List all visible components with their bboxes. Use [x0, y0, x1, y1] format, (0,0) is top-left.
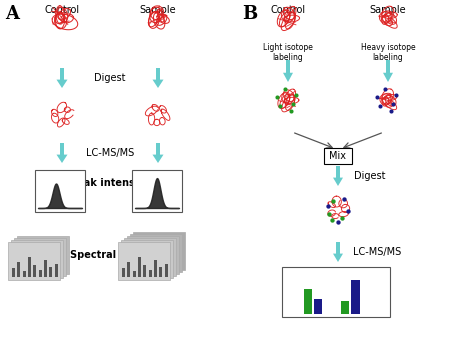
Polygon shape [383, 73, 393, 82]
Polygon shape [283, 73, 293, 82]
Text: LC-MS/MS: LC-MS/MS [353, 247, 401, 257]
Polygon shape [60, 143, 64, 155]
Polygon shape [153, 155, 164, 163]
Polygon shape [60, 68, 64, 80]
Bar [282, 267, 390, 317]
Bar [118, 242, 170, 280]
Text: Digest: Digest [94, 73, 126, 83]
Text: LC-MS/MS: LC-MS/MS [86, 148, 134, 158]
Polygon shape [333, 254, 343, 262]
Bar [11, 240, 63, 278]
Text: Heavy isotope
labeling: Heavy isotope labeling [361, 43, 415, 62]
Polygon shape [333, 178, 343, 186]
Text: Peak intensity: Peak intensity [70, 178, 150, 188]
Polygon shape [304, 289, 312, 314]
Polygon shape [56, 155, 67, 163]
Text: A: A [5, 5, 19, 23]
Polygon shape [286, 60, 290, 73]
Polygon shape [337, 166, 339, 178]
Text: Sample: Sample [370, 5, 406, 15]
Text: Light isotope
labeling: Light isotope labeling [263, 43, 313, 62]
Polygon shape [156, 143, 160, 155]
Polygon shape [386, 60, 390, 73]
Text: Digest: Digest [354, 171, 385, 181]
Polygon shape [153, 80, 164, 88]
Bar [121, 240, 173, 278]
Bar [132, 170, 182, 212]
Bar [17, 236, 69, 274]
Bar [8, 242, 60, 280]
Bar [124, 238, 176, 276]
Polygon shape [337, 242, 339, 254]
Text: Control: Control [271, 5, 306, 15]
Polygon shape [56, 80, 67, 88]
Bar [14, 238, 66, 276]
Text: Sample: Sample [140, 5, 176, 15]
Bar [35, 170, 85, 212]
Polygon shape [156, 68, 160, 80]
Text: m/z: m/z [372, 303, 387, 312]
Bar [130, 234, 182, 272]
Bar [133, 232, 185, 270]
Polygon shape [352, 280, 360, 314]
Text: B: B [242, 5, 257, 23]
Polygon shape [314, 299, 322, 314]
Text: Spectral count: Spectral count [70, 250, 150, 260]
Polygon shape [341, 301, 349, 314]
Bar [127, 236, 179, 274]
Text: Control: Control [45, 5, 80, 15]
Text: Mix: Mix [329, 151, 346, 161]
Bar [324, 148, 352, 164]
